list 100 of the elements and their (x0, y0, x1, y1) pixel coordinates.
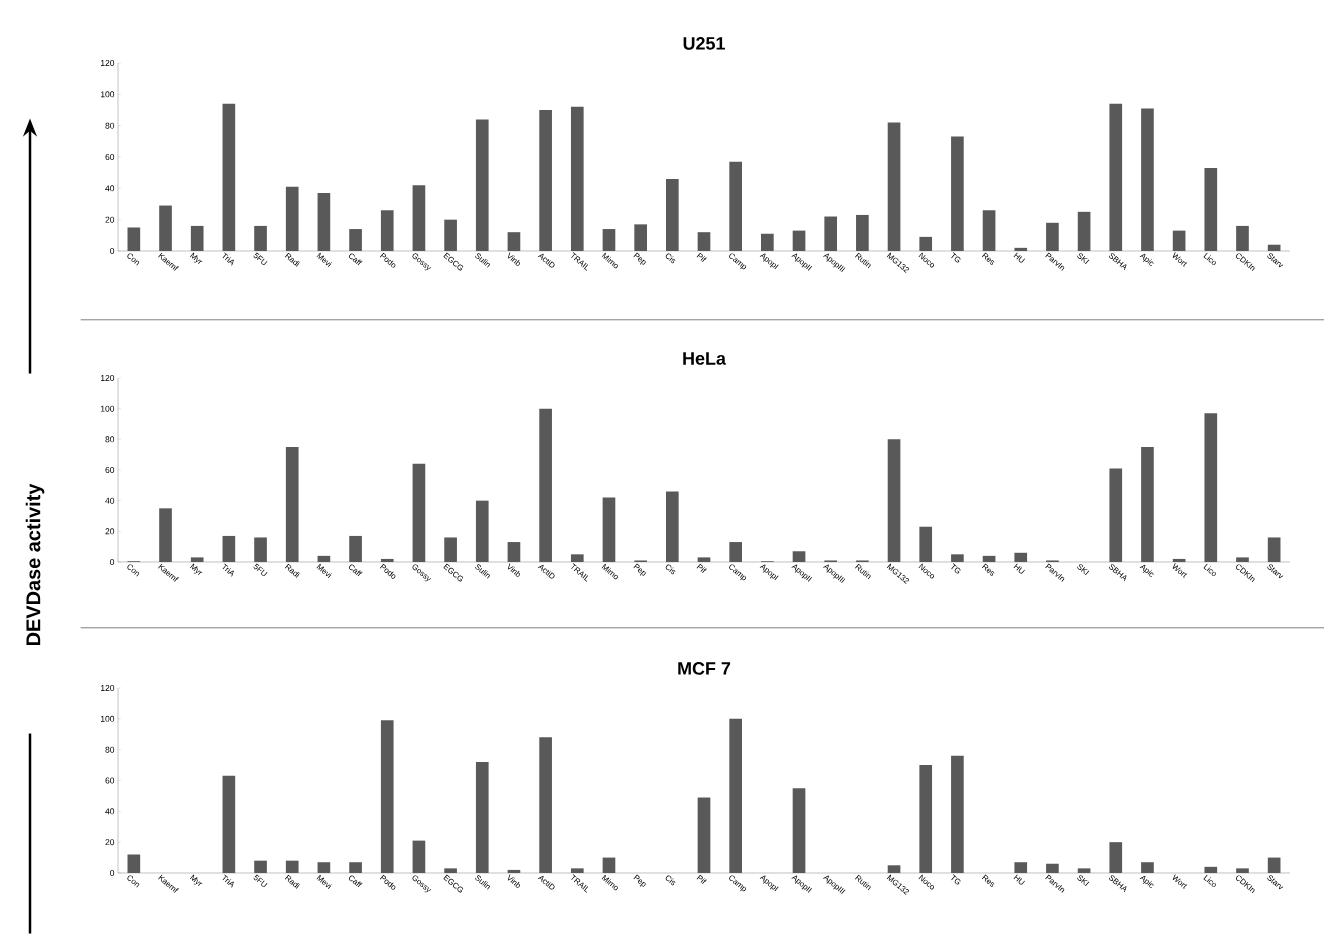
bar (412, 185, 426, 251)
bar (317, 193, 331, 251)
bar (507, 232, 521, 251)
bar (539, 408, 552, 562)
bar (919, 526, 933, 562)
bar (254, 225, 267, 251)
bar (222, 775, 236, 873)
y-tick-label: 120 (101, 59, 115, 66)
bar (317, 555, 331, 562)
bar (665, 178, 679, 251)
bar (792, 551, 806, 562)
y-tick-label: 20 (105, 216, 115, 223)
y-tick-label: 60 (105, 467, 115, 473)
bar (729, 161, 743, 251)
y-tick-label: 100 (101, 715, 115, 722)
bar (761, 233, 774, 251)
bar (159, 508, 172, 562)
bar (222, 535, 236, 562)
bar (792, 230, 806, 251)
bar (380, 558, 394, 562)
y-tick-label: 60 (105, 153, 115, 160)
bar (570, 554, 584, 562)
bar (349, 535, 362, 562)
bar (824, 216, 838, 251)
bar (254, 537, 267, 562)
bar (1014, 247, 1028, 251)
y-tick-label: 120 (101, 375, 115, 381)
bar (982, 210, 996, 251)
bar (951, 755, 964, 873)
y-tick-label: 0 (110, 247, 115, 254)
bar (919, 765, 933, 873)
bar (570, 106, 584, 251)
y-tick-label: 60 (105, 777, 115, 784)
y-tick-label: 120 (101, 685, 115, 691)
bar (634, 224, 647, 251)
bar (475, 500, 489, 562)
bar (1141, 108, 1154, 251)
bar (697, 232, 711, 251)
bar (1077, 868, 1091, 873)
bar (729, 718, 743, 873)
bar (1204, 167, 1218, 251)
bar (1204, 866, 1218, 873)
bar (1014, 862, 1028, 873)
bar (1267, 244, 1281, 251)
bar (1109, 103, 1123, 251)
bar (665, 491, 679, 562)
bar (539, 737, 552, 873)
bar (602, 857, 616, 873)
y-tick-label: 80 (105, 746, 115, 753)
bar (951, 554, 964, 562)
bar (1141, 862, 1154, 873)
bar (222, 103, 236, 251)
bar (729, 542, 743, 562)
bar (412, 840, 426, 873)
bar (507, 542, 521, 562)
y-tick-label: 20 (105, 528, 115, 535)
bar (1267, 537, 1281, 562)
bar (1109, 468, 1123, 562)
bar (159, 205, 172, 251)
y-tick-label: 40 (105, 497, 115, 504)
bar (982, 555, 996, 562)
bar (602, 497, 616, 562)
bar (254, 860, 267, 873)
bar (285, 860, 299, 873)
bar (1172, 558, 1186, 562)
bar (1236, 225, 1249, 251)
bar (697, 557, 711, 562)
y-tick-label: 0 (110, 870, 115, 876)
bar (1046, 863, 1059, 873)
y-tick-label: 80 (105, 436, 115, 443)
y-tick-label: 0 (110, 559, 115, 565)
y-tick-label: 20 (105, 839, 115, 846)
bar (475, 762, 489, 873)
bar (1236, 557, 1249, 562)
bar (1172, 230, 1186, 251)
bar (507, 869, 521, 873)
bar (444, 219, 457, 251)
bar (887, 865, 901, 873)
bar (697, 797, 711, 873)
bar (1141, 446, 1154, 562)
y-tick-label: 100 (101, 405, 115, 412)
bar (190, 557, 204, 562)
bar (887, 439, 901, 562)
bar (1236, 868, 1249, 873)
chart-title: MCF 7 (678, 662, 731, 675)
bar (380, 720, 394, 873)
bar (349, 229, 362, 251)
bar (1267, 857, 1281, 873)
y-tick-label: 40 (105, 808, 115, 815)
bar (380, 210, 394, 251)
bar (285, 446, 299, 562)
bar (475, 119, 489, 251)
bar (1077, 211, 1091, 251)
bar (792, 788, 806, 873)
bar (1046, 222, 1059, 251)
bar (539, 109, 552, 251)
bar (444, 868, 457, 873)
bar (444, 537, 457, 562)
bar (602, 229, 616, 251)
bar (127, 854, 141, 873)
